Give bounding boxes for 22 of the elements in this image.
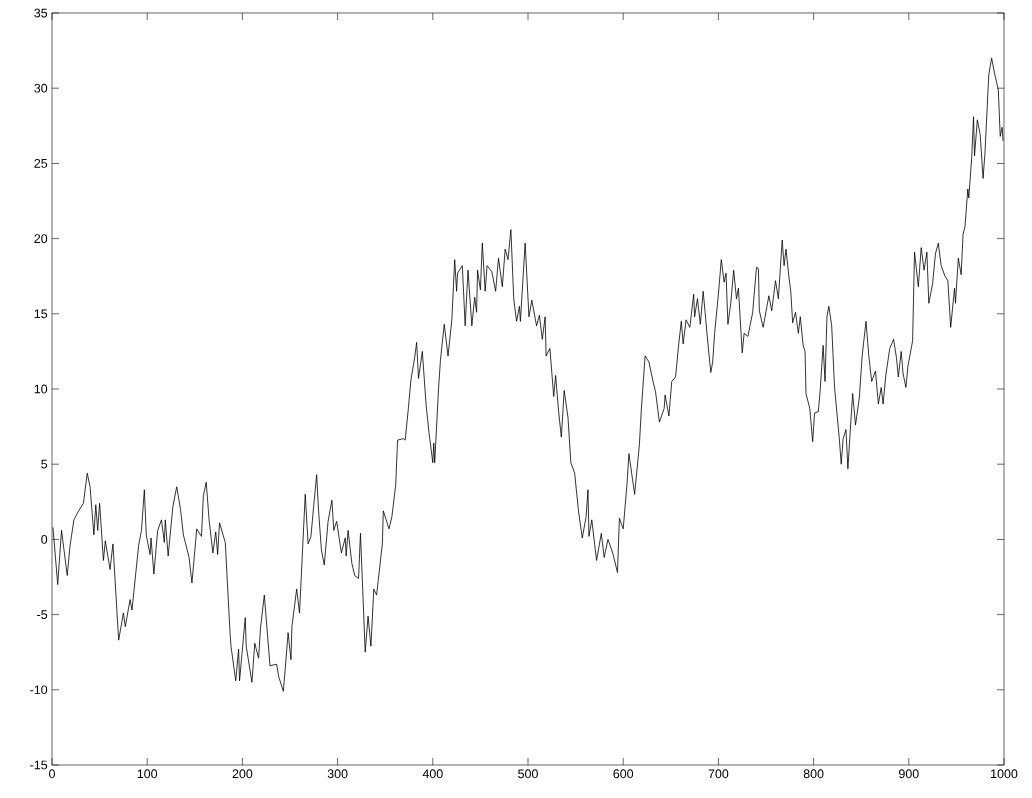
y-tick-label: 0 [41, 535, 48, 544]
y-tick-label: -10 [30, 685, 48, 695]
y-tick-label: 30 [34, 83, 48, 93]
y-tick-label: 5 [41, 459, 48, 469]
x-tick-label: 500 [518, 769, 538, 779]
x-tick-label: 100 [137, 769, 158, 779]
x-tick-label: 400 [422, 769, 443, 779]
x-tick-label: 600 [613, 769, 634, 779]
x-tick-label: 0 [49, 769, 55, 779]
y-tick-label: -15 [30, 760, 48, 770]
x-tick-label: 1000 [991, 769, 1018, 779]
y-tick-label: 25 [34, 159, 48, 168]
y-tick-label: 20 [34, 234, 48, 244]
x-tick-label: 300 [327, 769, 348, 779]
x-tick-label: 900 [899, 769, 919, 779]
x-tick-label: 800 [803, 769, 824, 779]
y-tick-label: -5 [37, 610, 48, 619]
y-tick-label: 10 [34, 384, 48, 394]
y-tick-label: 15 [34, 309, 48, 319]
x-tick-label: 200 [232, 769, 253, 779]
x-tick-label: 700 [708, 769, 729, 779]
y-tick-label: 35 [34, 8, 48, 18]
